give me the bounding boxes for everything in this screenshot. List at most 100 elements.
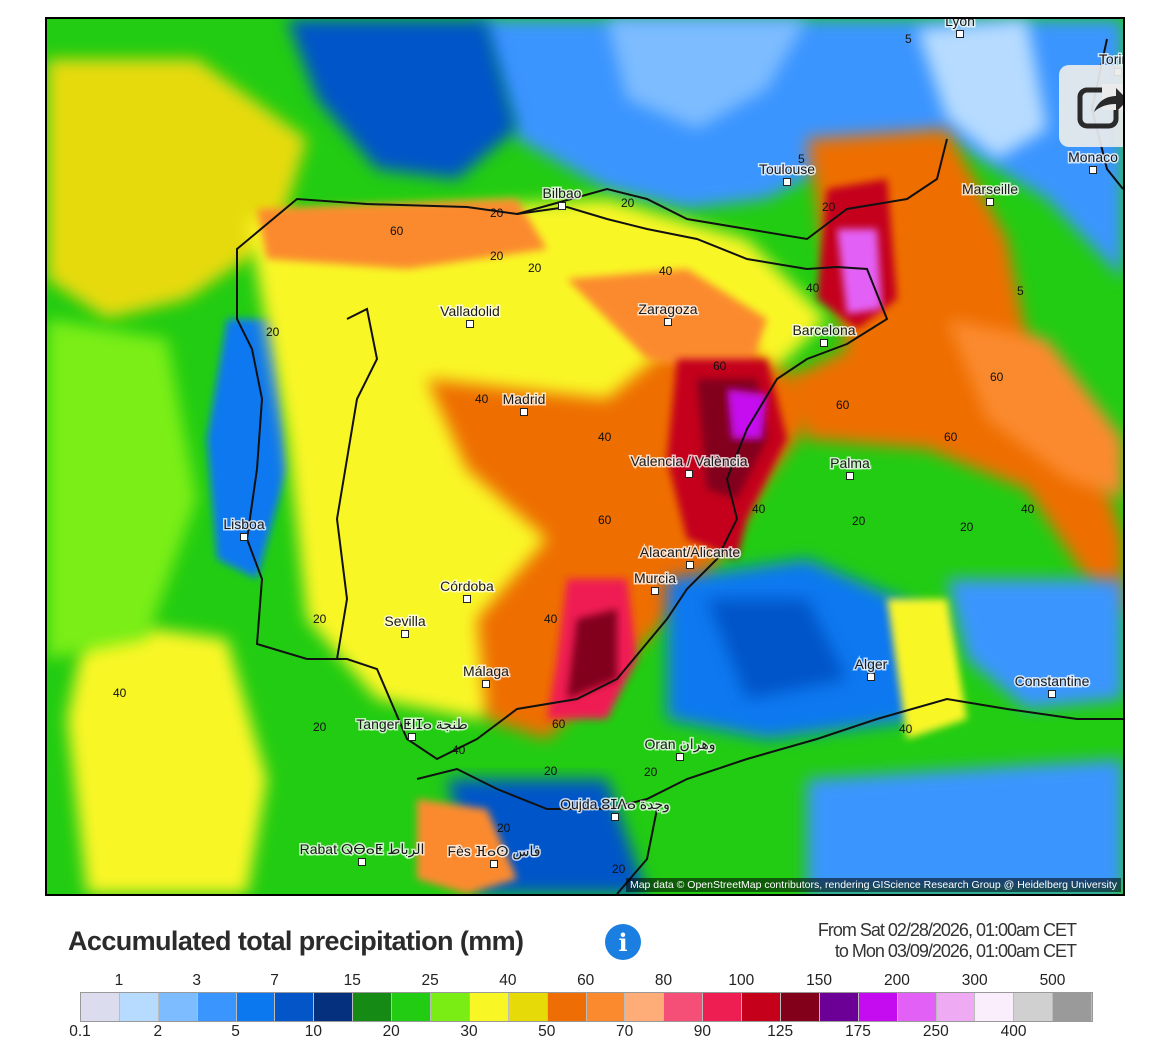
- mediterranean-yellow-band: [947, 319, 1123, 499]
- city-dot: [651, 587, 659, 595]
- legend-swatch: [1053, 993, 1093, 1021]
- contour-label: 20: [960, 520, 974, 534]
- city-marker[interactable]: Palma: [829, 454, 872, 480]
- legend-scale: 1 3 7 15 25 40 60 80 100 150 200 300 500 0.1 2 5 10 20 30 5…: [0, 968, 1170, 1043]
- city-marker[interactable]: Alacant/Alicante: [638, 543, 742, 569]
- city-marker[interactable]: Tanger ⵟⵏⵊⴰ طنجة: [355, 715, 469, 741]
- contour-label: 40: [659, 264, 673, 278]
- legend-swatch: [431, 993, 470, 1021]
- contour-label: 5: [905, 32, 912, 46]
- legend-tick-bottom: 90: [693, 1023, 712, 1040]
- contour-label: 40: [752, 502, 766, 516]
- legend-swatch: [1014, 993, 1054, 1021]
- city-label: Málaga: [463, 663, 509, 679]
- legend-color-bar: [80, 992, 1094, 1022]
- city-marker[interactable]: Sevilla: [383, 612, 427, 638]
- legend-swatch: [81, 993, 120, 1021]
- legend-swatch: [197, 993, 237, 1021]
- contour-label: 20: [621, 196, 635, 210]
- legend-tick-bottom: 250: [922, 1023, 949, 1040]
- legend-tick-top: 15: [343, 972, 361, 989]
- city-marker[interactable]: Alger: [853, 655, 889, 681]
- city-marker[interactable]: Rabat ⵕⴱⴰⵟ الرباط: [298, 840, 426, 866]
- pyrenees-purple-core: [837, 229, 882, 314]
- legend-tick-top: 500: [1039, 972, 1066, 989]
- contour-label: 5: [1017, 284, 1024, 298]
- time-range: From Sat 02/28/2026, 01:00am CET to Mon …: [817, 920, 1077, 962]
- city-label: Oran وهران: [644, 736, 715, 753]
- contour-label: 20: [822, 200, 836, 214]
- city-marker[interactable]: Bilbao: [541, 184, 583, 210]
- morocco-orange-zone: [417, 799, 517, 894]
- legend-tick-bottom: 30: [460, 1023, 478, 1040]
- city-marker[interactable]: Córdoba: [439, 577, 496, 603]
- city-marker[interactable]: Zaragoza: [637, 300, 699, 326]
- contour-label: 20: [313, 720, 327, 734]
- contour-label: 20: [490, 206, 504, 220]
- contour-label: 40: [899, 722, 913, 736]
- city-label: Barcelona: [792, 322, 855, 338]
- city-dot: [463, 595, 471, 603]
- city-marker[interactable]: Valencia / València: [629, 452, 749, 478]
- city-dot: [358, 858, 366, 866]
- city-marker[interactable]: Valladolid: [439, 302, 501, 328]
- city-dot: [986, 198, 994, 206]
- contour-label: 20: [544, 764, 558, 778]
- legend-swatch: [742, 993, 782, 1021]
- share-button[interactable]: [1059, 65, 1123, 147]
- city-dot: [685, 470, 693, 478]
- legend-tick-top: 60: [577, 972, 595, 989]
- algeria-yellow-zone: [887, 599, 967, 739]
- balearic-sea-dark-zone: [707, 599, 847, 699]
- city-marker[interactable]: Monaco: [1067, 148, 1120, 174]
- contour-label: 20: [490, 249, 504, 263]
- legend-swatch: [664, 993, 704, 1021]
- city-marker[interactable]: Constantine: [1013, 672, 1091, 698]
- legend-swatch: [353, 993, 393, 1021]
- share-icon: [1077, 84, 1123, 129]
- city-marker[interactable]: Málaga: [462, 662, 511, 688]
- city-label: Madrid: [503, 391, 546, 407]
- city-marker[interactable]: Madrid: [501, 390, 547, 416]
- contour-label: 60: [836, 398, 850, 412]
- city-dot: [1089, 166, 1097, 174]
- legend-tick-bottom: 400: [1000, 1023, 1027, 1040]
- legend-swatch: [392, 993, 432, 1021]
- city-dot: [466, 320, 474, 328]
- legend-swatch: [119, 993, 159, 1021]
- city-marker[interactable]: Barcelona: [791, 321, 857, 347]
- city-label: Lisboa: [223, 516, 264, 532]
- city-marker[interactable]: Fès ⴼⴰⵙ فاس: [446, 842, 542, 868]
- legend-swatch: [819, 993, 859, 1021]
- city-label: Marseille: [962, 181, 1018, 197]
- precipitation-map[interactable]: 5 5 5 20 20 20 20 20 20 20 20 20 20 20 20 20 20 40 40 40 40 4…: [45, 17, 1125, 896]
- info-icon[interactable]: i: [605, 924, 641, 960]
- contour-label: 5: [798, 152, 805, 166]
- city-marker[interactable]: Marseille: [960, 180, 1020, 206]
- legend-tick-top: 1: [114, 972, 124, 989]
- time-from: From Sat 02/28/2026, 01:00am CET: [817, 920, 1077, 940]
- legend-swatch: [547, 993, 587, 1021]
- legend-tick-bottom: 175: [845, 1023, 871, 1040]
- city-dot: [611, 813, 619, 821]
- city-marker[interactable]: Oran وهران: [643, 735, 717, 761]
- city-marker[interactable]: Lyon: [944, 19, 976, 38]
- map-attribution: Map data © OpenStreetMap contributors, r…: [625, 878, 1121, 892]
- legend-swatch: [586, 993, 626, 1021]
- city-dot: [558, 202, 566, 210]
- alps-light-blue-zone: [607, 19, 807, 129]
- city-marker[interactable]: Murcia: [632, 569, 678, 595]
- city-marker[interactable]: Oujda ⵓⵊⴷⴰ وجدة: [559, 795, 671, 821]
- contour-label: 40: [598, 430, 612, 444]
- city-dot: [664, 318, 672, 326]
- city-dot: [240, 533, 248, 541]
- city-marker[interactable]: Toulouse: [757, 160, 817, 186]
- city-marker[interactable]: Lisboa: [222, 515, 266, 541]
- city-label: Sevilla: [384, 613, 425, 629]
- city-label: Rabat ⵕⴱⴰⵟ الرباط: [300, 841, 425, 858]
- city-label: Constantine: [1015, 673, 1090, 689]
- city-label: Murcia: [634, 570, 676, 586]
- legend-title: Accumulated total precipitation (mm): [68, 926, 524, 956]
- contour-label: 20: [612, 862, 626, 876]
- map-canvas[interactable]: 5 5 5 20 20 20 20 20 20 20 20 20 20 20 20 20 20 40 40 40 40 4…: [47, 19, 1123, 894]
